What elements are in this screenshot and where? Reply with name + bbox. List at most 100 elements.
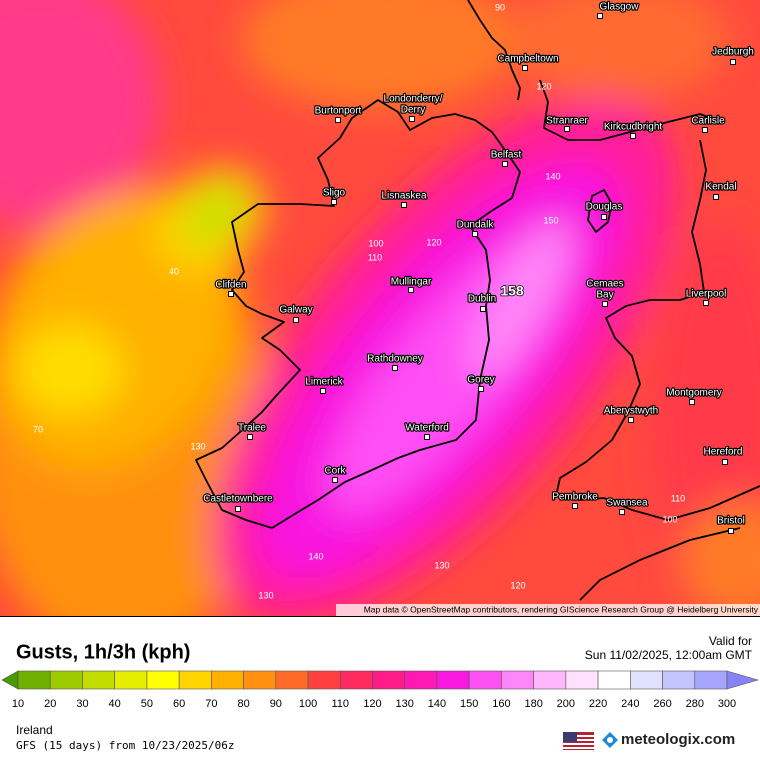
colorbar-swatch: [404, 670, 438, 690]
colorbar-label: 280: [686, 698, 704, 710]
colorbar-label: 140: [428, 698, 446, 710]
colorbar-label: 50: [141, 698, 153, 710]
place-label: Limerick: [305, 377, 343, 388]
valid-time: Sun 11/02/2025, 12:00am GMT: [585, 648, 753, 662]
coastlines: [195, 0, 760, 601]
place-marker: [730, 59, 736, 65]
colorbar-label: 180: [524, 698, 542, 710]
colorbar-label: 130: [396, 698, 414, 710]
place-label: Burtonport: [315, 106, 362, 117]
contour-label: 70: [33, 424, 43, 434]
place-label: Sligo: [323, 188, 346, 199]
colorbar-swatch: [275, 670, 309, 690]
place-marker: [409, 116, 415, 122]
place-label: Waterford: [405, 423, 449, 434]
colorbar-swatch: [597, 670, 631, 690]
colorbar-swatch: [468, 670, 502, 690]
colorbar-label: 100: [299, 698, 317, 710]
attribution: Map data © OpenStreetMap contributors, r…: [364, 604, 759, 614]
region: Ireland: [16, 723, 53, 737]
place-label: Carlisle: [691, 116, 725, 127]
place-marker: [480, 306, 486, 312]
flag: [563, 732, 594, 750]
colorbar-label: 220: [589, 698, 607, 710]
contour-label: 150: [543, 215, 558, 225]
colorbar-swatch: [726, 670, 760, 690]
colorbar-swatch: [630, 670, 663, 690]
colorbar-swatch: [533, 670, 567, 690]
place-marker: [502, 161, 508, 167]
place-marker: [331, 199, 337, 205]
place-label: Glasgow: [600, 2, 640, 13]
colorbar-label: 200: [557, 698, 575, 710]
place-label: Pembroke: [552, 492, 598, 503]
place-marker: [401, 202, 407, 208]
place-marker: [597, 13, 603, 19]
colorbar-label: 110: [331, 698, 349, 710]
contour-label: 130: [434, 560, 449, 570]
place-label: Kirkcudbright: [604, 122, 663, 133]
place-marker: [619, 509, 625, 515]
colorbar-swatch: [114, 670, 148, 690]
colorbar: 10 20 30 40 50 60 70 80 90 100 110 120 130 140 150 160 1…: [1, 670, 760, 710]
colorbar-swatch: [178, 670, 212, 690]
wind-field: [0, 0, 760, 616]
place-label: Bristol: [717, 516, 745, 527]
place-marker: [572, 503, 578, 509]
place-label: Londonderry/: [384, 94, 443, 105]
place-marker: [630, 133, 636, 139]
contour-label: 130: [190, 441, 205, 451]
place-marker: [713, 194, 719, 200]
place-label: Belfast: [491, 150, 522, 161]
place-label: Swansea: [606, 498, 648, 509]
place-label: Gorey: [467, 375, 494, 386]
colorbar-label: 150: [460, 698, 478, 710]
contour-label: 120: [510, 580, 525, 590]
max-gust-label: 158: [500, 283, 524, 299]
place-marker: [247, 434, 253, 440]
place-label: Campbeltown: [497, 54, 558, 65]
place-label: Stranraer: [546, 116, 588, 127]
place-label: Derry: [401, 105, 425, 116]
place-label: Bay: [596, 290, 613, 301]
place-marker: [601, 214, 607, 220]
brand-logo: [602, 732, 618, 748]
colorbar-label: 300: [718, 698, 736, 710]
colorbar-swatch: [1, 670, 19, 690]
place-label: Mullingar: [391, 277, 432, 288]
colorbar-swatch: [565, 670, 599, 690]
brand[interactable]: meteologix.com: [621, 731, 735, 748]
place-marker: [472, 231, 478, 237]
place-marker: [332, 477, 338, 483]
place-marker: [522, 65, 528, 71]
place-marker: [424, 434, 430, 440]
colorbar-label: 30: [76, 698, 88, 710]
place-marker: [703, 300, 709, 306]
contour-label: 130: [258, 590, 273, 600]
place-marker: [478, 386, 484, 392]
colorbar-swatch: [17, 670, 51, 690]
valid-label: Valid for: [709, 634, 752, 648]
colorbar-swatch: [662, 670, 696, 690]
place-marker: [728, 528, 734, 534]
map-labels: Glasgow Jedburgh Campbeltown Burtonport Lond…: [33, 0, 755, 600]
colorbar-swatch: [694, 670, 728, 690]
place-label: Galway: [279, 305, 312, 316]
colorbar-label: 10: [12, 698, 24, 710]
place-marker: [235, 506, 241, 512]
colorbar-label: 40: [109, 698, 121, 710]
place-marker: [293, 317, 299, 323]
place-label: Tralee: [238, 423, 266, 434]
colorbar-label: 240: [621, 698, 639, 710]
attribution-bg: [336, 604, 760, 616]
contour-label: 40: [169, 266, 179, 276]
place-marker: [702, 127, 708, 133]
model-run: GFS (15 days) from 10/23/2025/06z: [16, 739, 235, 752]
colorbar-label: 60: [173, 698, 185, 710]
contour-label: 140: [308, 551, 323, 561]
place-label: Rathdowney: [367, 354, 423, 365]
place-marker: [320, 388, 326, 394]
colorbar-label: 120: [363, 698, 381, 710]
place-label: Aberystwyth: [604, 406, 658, 417]
